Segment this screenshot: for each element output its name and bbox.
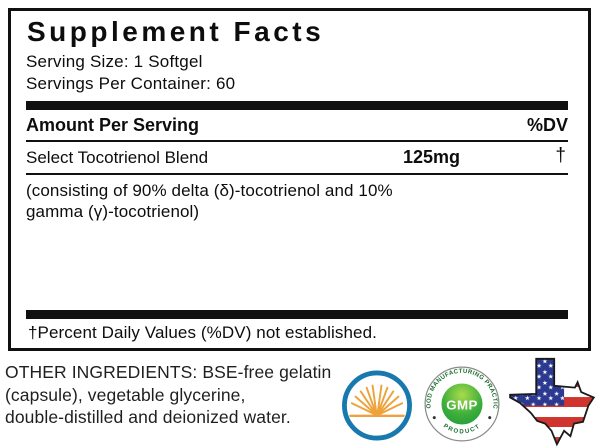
dv-footnote: †Percent Daily Values (%DV) not establis… <box>28 323 377 342</box>
gmp-badge-icon: GOOD MANUFACTURING PRACTICE PRODUCT GMP <box>424 366 500 442</box>
panel-spacer <box>26 222 568 310</box>
wheat-sunburst-icon <box>342 370 412 441</box>
column-header-row: Amount Per Serving %DV <box>26 110 568 140</box>
separator-bar-top <box>26 101 568 110</box>
panel-title: Supplement Facts <box>27 16 325 47</box>
texas-flag-icon: ★ ★ <box>509 357 596 447</box>
other-ingredients-line3: double-distilled and deionized water. <box>5 407 291 427</box>
ingredient-name: Select Tocotrienol Blend <box>26 148 209 167</box>
ingredient-amount: 125mg <box>403 147 461 167</box>
other-ingredients-text: OTHER INGREDIENTS: BSE-free gelatin (cap… <box>5 361 345 429</box>
separator-bar-bottom <box>26 310 568 319</box>
composition-note-line1: (consisting of 90% delta (δ)-tocotrienol… <box>26 181 393 200</box>
ingredient-row: Select Tocotrienol Blend 125mg † <box>26 142 568 173</box>
other-ingredients-line1: OTHER INGREDIENTS: BSE-free gelatin <box>5 362 332 382</box>
other-ingredients-line2: (capsule), vegetable glycerine, <box>5 384 246 405</box>
amount-per-serving-header: Amount Per Serving <box>26 115 200 135</box>
percent-dv-header: %DV <box>526 115 568 135</box>
composition-note: (consisting of 90% delta (δ)-tocotrienol… <box>26 180 568 222</box>
gmp-badge: GOOD MANUFACTURING PRACTICE PRODUCT GMP <box>424 366 500 442</box>
servings-per-container: Servings Per Container: 60 <box>26 73 236 93</box>
composition-note-line2: gamma (γ)-tocotrienol) <box>26 202 200 221</box>
serving-size: Serving Size: 1 Softgel <box>26 52 203 71</box>
supplement-facts-panel: Supplement Facts Serving Size: 1 Softgel… <box>8 8 591 351</box>
rule-under-header <box>26 140 568 142</box>
texas-flag-logo: ★ ★ <box>504 357 599 447</box>
gmp-center-text: GMP <box>446 397 477 412</box>
rule-under-ingredient <box>26 173 568 175</box>
wheat-sunburst-logo <box>340 368 414 443</box>
ingredient-dv-dagger: † <box>555 145 566 166</box>
